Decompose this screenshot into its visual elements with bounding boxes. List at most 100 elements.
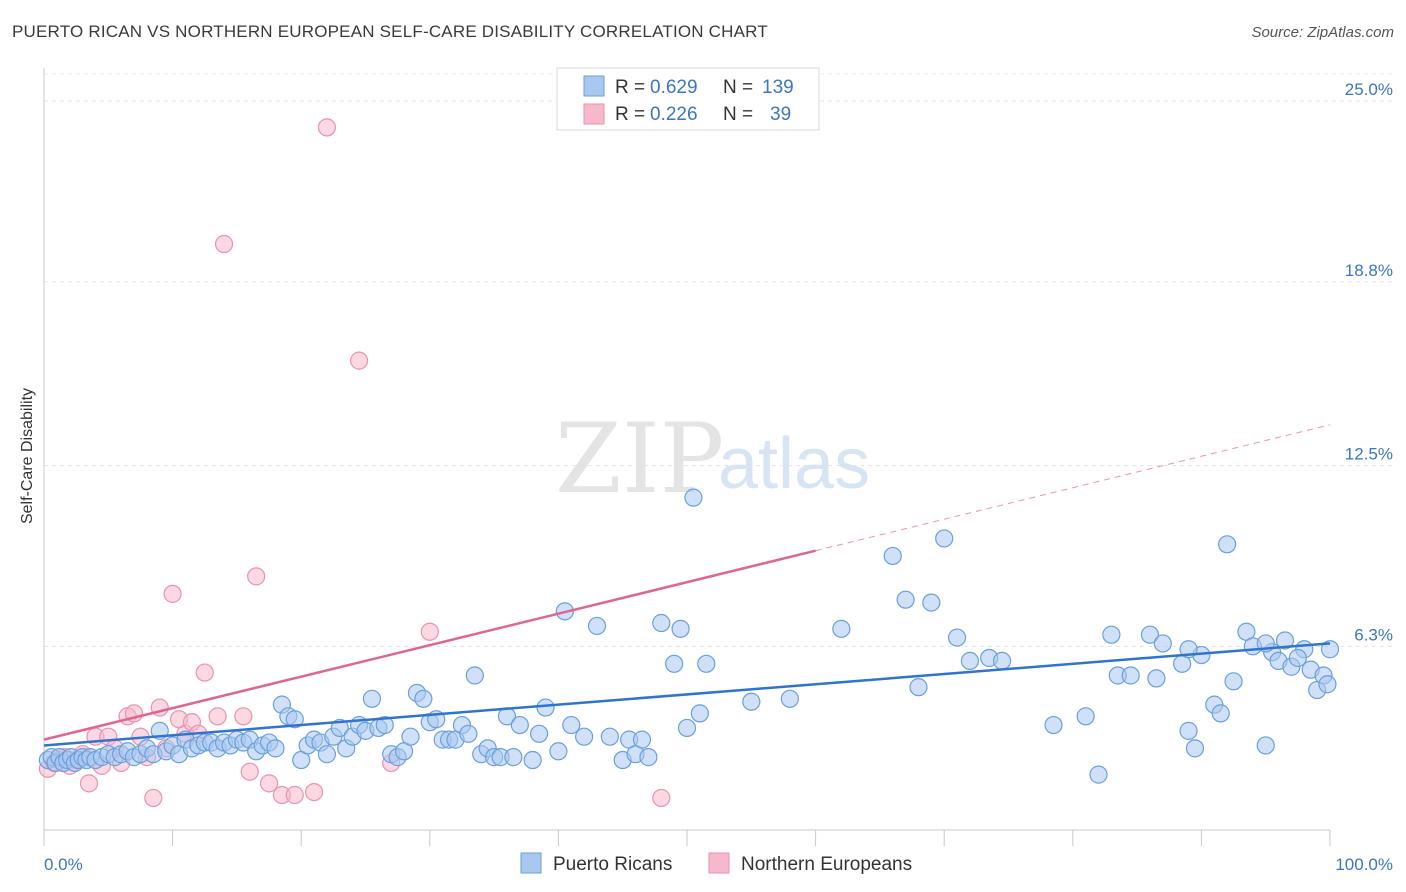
puerto-ricans-point xyxy=(510,715,529,735)
puerto-ricans-point xyxy=(1318,675,1337,694)
northern-europeans-trend-extension xyxy=(815,424,1331,552)
y-tick-label: 25.0% xyxy=(1345,80,1393,99)
puerto-ricans-point xyxy=(317,745,337,764)
puerto-ricans-point xyxy=(575,727,594,746)
puerto-ricans-point xyxy=(1179,721,1198,740)
northern-europeans-point xyxy=(163,584,182,603)
series-swatch-northern-europeans xyxy=(708,852,730,874)
puerto-ricans-point xyxy=(414,689,433,708)
puerto-ricans-point xyxy=(523,750,542,770)
northern-europeans-point xyxy=(304,782,324,802)
northern-europeans-trend-line xyxy=(43,549,816,741)
y-tick-label: 6.3% xyxy=(1354,625,1393,644)
northern-europeans-point xyxy=(234,707,253,726)
legend-n-label: N = xyxy=(723,77,753,98)
puerto-ricans-point xyxy=(549,742,568,761)
legend-n-value: 39 xyxy=(770,104,791,125)
northern-europeans-point xyxy=(285,785,304,805)
puerto-ricans-point xyxy=(1102,625,1121,644)
northern-europeans-point xyxy=(247,567,266,586)
puerto-ricans-point xyxy=(1275,631,1295,650)
puerto-ricans-point xyxy=(947,628,967,647)
puerto-ricans-point xyxy=(1076,707,1095,726)
chart-title: PUERTO RICAN VS NORTHERN EUROPEAN SELF-C… xyxy=(12,22,768,41)
puerto-ricans-point xyxy=(1153,634,1172,653)
northern-europeans-point xyxy=(208,707,227,726)
series-swatch-puerto-ricans xyxy=(520,852,542,874)
gridlines xyxy=(44,73,1393,647)
puerto-ricans-point xyxy=(632,730,652,749)
puerto-ricans-point xyxy=(536,698,555,717)
puerto-ricans-point xyxy=(465,666,484,685)
legend-n-value: 139 xyxy=(762,77,794,98)
puerto-ricans-point xyxy=(883,546,902,566)
puerto-ricans-point xyxy=(992,651,1012,671)
puerto-ricans-point xyxy=(665,654,684,673)
puerto-ricans-point xyxy=(1185,739,1205,758)
puerto-ricans-point xyxy=(652,613,671,633)
puerto-ricans-point xyxy=(684,488,703,507)
legend-swatch-northern-europeans xyxy=(583,103,605,125)
puerto-ricans-point xyxy=(1218,535,1237,554)
northern-europeans-point xyxy=(195,663,214,682)
northern-europeans-point xyxy=(652,788,671,808)
series-legend: Puerto Ricans Northern Europeans xyxy=(520,852,912,875)
northern-europeans-point xyxy=(240,762,259,781)
y-tick-labels: 6.3% 12.5% 18.8% 25.0% xyxy=(1345,80,1393,644)
puerto-ricans-point xyxy=(909,678,928,697)
northern-europeans-point xyxy=(420,622,439,641)
northern-europeans-point xyxy=(144,788,163,808)
watermark-atlas: atlas xyxy=(718,424,870,504)
legend-r-value: 0.629 xyxy=(650,77,698,98)
puerto-ricans-point xyxy=(459,724,478,743)
y-tick-label: 18.8% xyxy=(1345,261,1393,280)
y-tick-label: 12.5% xyxy=(1345,445,1393,464)
puerto-ricans-point xyxy=(896,590,915,609)
x-tick-label-max: 100.0% xyxy=(1335,855,1393,874)
puerto-ricans-point xyxy=(742,692,761,711)
puerto-ricans-point xyxy=(671,619,690,638)
puerto-ricans-trend-line xyxy=(43,642,1331,747)
trend-lines xyxy=(43,424,1331,747)
axes xyxy=(43,68,1331,846)
puerto-ricans-point xyxy=(960,651,980,671)
puerto-ricans-point xyxy=(1256,736,1275,755)
series-label-northern-europeans: Northern Europeans xyxy=(741,854,912,875)
puerto-ricans-point xyxy=(266,739,285,758)
legend-swatch-puerto-ricans xyxy=(583,75,605,97)
puerto-ricans-point xyxy=(504,748,523,767)
puerto-ricans-point xyxy=(935,529,954,548)
northern-europeans-point xyxy=(259,774,279,793)
puerto-ricans-point xyxy=(697,654,716,673)
puerto-ricans-point xyxy=(401,727,420,746)
northern-europeans-point xyxy=(317,118,337,137)
puerto-ricans-points xyxy=(38,488,1340,784)
legend-r-value: 0.226 xyxy=(650,104,698,125)
puerto-ricans-point xyxy=(600,727,619,746)
puerto-ricans-point xyxy=(375,715,394,735)
puerto-ricans-point xyxy=(780,689,799,708)
x-tick-label-min: 0.0% xyxy=(44,855,83,874)
puerto-ricans-point xyxy=(832,619,851,638)
x-tick-labels: 0.0% 100.0% xyxy=(44,855,1393,874)
legend-r-label: R = xyxy=(615,104,645,125)
legend-r-label: R = xyxy=(615,77,645,98)
puerto-ricans-point xyxy=(1044,715,1063,735)
puerto-ricans-point xyxy=(677,718,697,738)
puerto-ricans-point xyxy=(1089,765,1108,784)
puerto-ricans-point xyxy=(587,616,607,636)
puerto-ricans-point xyxy=(1288,648,1307,668)
puerto-ricans-point xyxy=(285,710,304,729)
puerto-ricans-point xyxy=(330,718,349,738)
legend-n-label: N = xyxy=(723,104,753,125)
puerto-ricans-point xyxy=(1140,625,1160,644)
correlation-legend: R = 0.629 N = 139 R = 0.226 N = 39 xyxy=(556,67,820,131)
northern-europeans-point xyxy=(349,351,369,370)
puerto-ricans-point xyxy=(1211,704,1230,723)
puerto-ricans-point xyxy=(639,748,658,767)
puerto-ricans-point xyxy=(922,593,941,612)
puerto-ricans-point xyxy=(530,724,549,743)
puerto-ricans-point xyxy=(690,704,709,723)
series-label-puerto-ricans: Puerto Ricans xyxy=(553,854,672,875)
